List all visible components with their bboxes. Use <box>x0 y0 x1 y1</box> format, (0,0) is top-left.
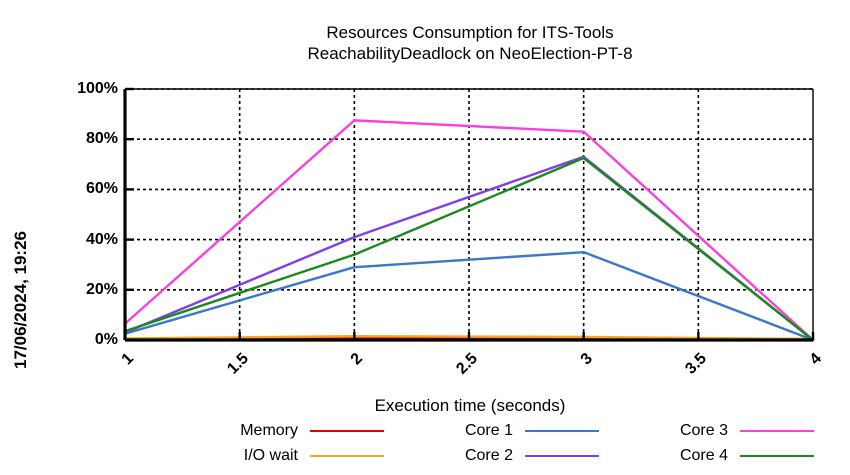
legend-item: Memory <box>170 418 390 443</box>
y-axis-tick-label: 20% <box>85 280 118 298</box>
y-axis-tick-label: 0% <box>94 331 118 348</box>
chart-legend: Memory I/O wait Core 1 Core 2 Core 3 <box>120 418 835 468</box>
legend-line-swatch <box>525 429 599 432</box>
y-axis-tick-label: 40% <box>85 230 118 248</box>
legend-label: Core 3 <box>679 421 728 439</box>
chart-title-line-1: Resources Consumption for ITS-Tools <box>326 23 614 42</box>
x-axis-title: Execution time (seconds) <box>374 396 566 415</box>
legend-label: Memory <box>240 421 298 439</box>
legend-item: I/O wait <box>170 443 390 468</box>
legend-item: Core 1 <box>385 418 605 443</box>
legend-column-3: Core 3 Core 4 <box>600 418 820 468</box>
chart-title: Resources Consumption for ITS-Tools Reac… <box>125 22 815 64</box>
legend-label: Core 1 <box>464 421 513 439</box>
legend-line-swatch <box>310 429 384 432</box>
legend-item: Core 4 <box>600 443 820 468</box>
legend-label: Core 2 <box>464 446 513 464</box>
legend-item: Core 3 <box>600 418 820 443</box>
y-axis-tick-label: 60% <box>85 180 118 198</box>
chart-title-line-2: ReachabilityDeadlock on NeoElection-PT-8 <box>307 44 633 63</box>
legend-label: Core 4 <box>679 446 728 464</box>
legend-column-2: Core 1 Core 2 <box>385 418 605 468</box>
legend-line-swatch <box>310 454 384 457</box>
legend-item: Core 2 <box>385 443 605 468</box>
legend-line-swatch <box>525 454 599 457</box>
series-line-core-1 <box>123 250 815 342</box>
y-axis-tick-label: 80% <box>85 130 118 148</box>
series-line-core-3 <box>123 119 815 342</box>
legend-label: I/O wait <box>243 446 298 464</box>
legend-line-swatch <box>740 429 814 432</box>
legend-column-1: Memory I/O wait <box>170 418 390 468</box>
legend-line-swatch <box>740 454 814 457</box>
series-line-core-4 <box>123 156 815 342</box>
y-axis-tick-label: 100% <box>77 80 118 97</box>
